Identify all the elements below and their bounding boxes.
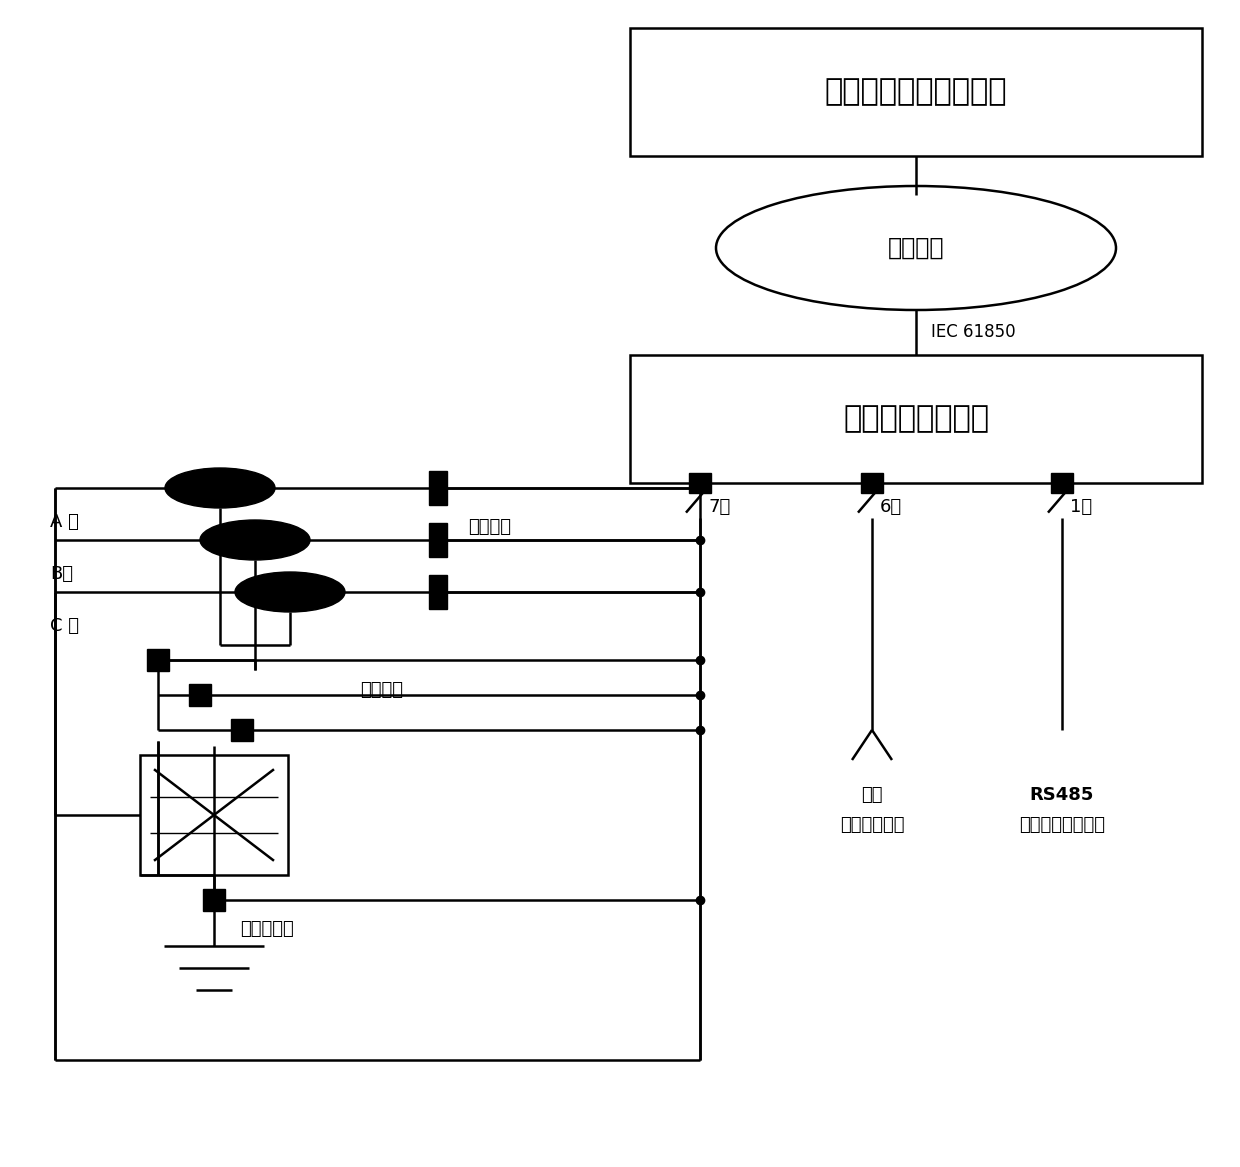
Text: 运行电流: 运行电流 [467, 518, 511, 536]
Bar [689, 473, 711, 492]
Text: （电缆接头温度）: （电缆接头温度） [1019, 816, 1105, 834]
Text: 光纤环网: 光纤环网 [888, 236, 944, 260]
Text: B相: B相 [50, 565, 73, 584]
Text: 电缆本体监测单元: 电缆本体监测单元 [843, 405, 990, 433]
Bar [429, 575, 446, 609]
Bar [231, 719, 253, 741]
Ellipse shape [165, 468, 275, 508]
Text: RS485: RS485 [1029, 787, 1094, 804]
Bar [630, 355, 1202, 483]
Text: 总接地电流: 总接地电流 [241, 920, 294, 938]
Text: 在线监测站端监控平台: 在线监测站端监控平台 [825, 77, 1007, 106]
Text: 1路: 1路 [1070, 498, 1092, 516]
Bar [429, 523, 446, 557]
Ellipse shape [236, 572, 345, 612]
Ellipse shape [200, 520, 310, 560]
Bar [140, 755, 288, 875]
Text: C 相: C 相 [50, 617, 79, 635]
Bar [861, 473, 883, 492]
Text: IEC 61850: IEC 61850 [931, 323, 1016, 341]
Bar [203, 889, 224, 911]
Text: A 相: A 相 [50, 513, 79, 531]
Bar [188, 684, 211, 706]
Text: 护层电流: 护层电流 [360, 682, 403, 699]
Text: 7路: 7路 [708, 498, 730, 516]
Text: 开入: 开入 [862, 787, 883, 804]
Bar [1052, 473, 1073, 492]
Text: 6路: 6路 [880, 498, 903, 516]
Text: （断线监测）: （断线监测） [839, 816, 904, 834]
Ellipse shape [715, 186, 1116, 310]
Bar [148, 649, 169, 671]
Bar [630, 28, 1202, 156]
Bar [429, 471, 446, 505]
